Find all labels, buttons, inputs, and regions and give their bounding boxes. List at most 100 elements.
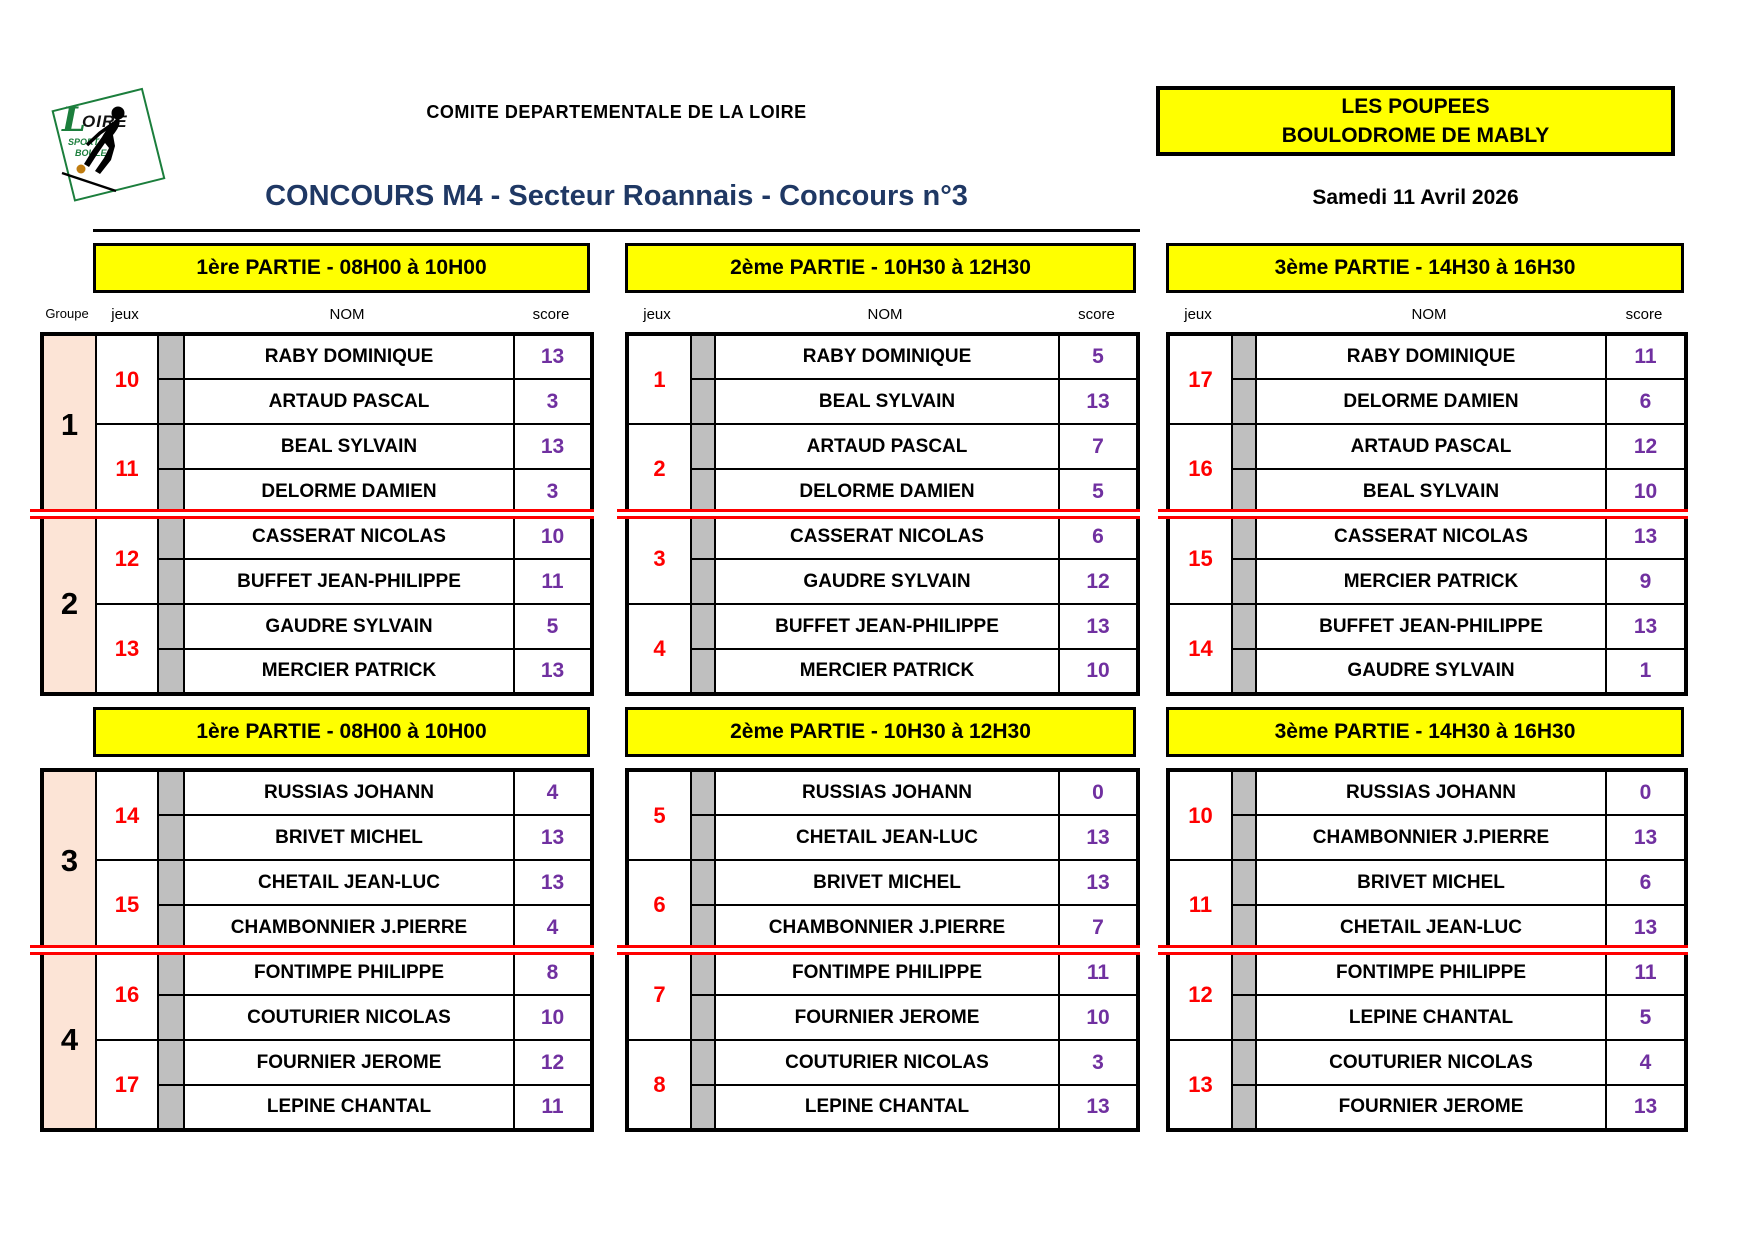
logo-word-sport: SPORT — [68, 137, 100, 147]
venue-line1: LES POUPEES — [1341, 95, 1490, 118]
player-name: BRIVET MICHEL — [714, 859, 1060, 906]
player-score: 13 — [513, 648, 593, 695]
team-color-strip — [157, 949, 185, 996]
player-score: 13 — [1058, 1084, 1139, 1131]
venue-banner: LES POUPEES BOULODROME DE MABLY — [1156, 86, 1675, 156]
game-number: 12 — [1167, 949, 1233, 1041]
logo-tilted-square — [51, 87, 166, 202]
group-separator-line — [30, 945, 594, 955]
player-name: CASSERAT NICOLAS — [1255, 513, 1607, 560]
player-name: FONTIMPE PHILIPPE — [714, 949, 1060, 996]
column-label-nom: NOM — [329, 306, 365, 323]
player-name: FONTIMPE PHILIPPE — [183, 949, 515, 996]
team-color-strip — [1231, 904, 1257, 951]
team-color-strip — [690, 648, 716, 695]
team-color-strip — [157, 333, 185, 380]
player-name: GAUDRE SYLVAIN — [183, 603, 515, 650]
player-name: CHETAIL JEAN-LUC — [714, 814, 1060, 861]
game-number: 14 — [1167, 603, 1233, 695]
player-score: 13 — [1605, 814, 1687, 861]
part-banner: 1ère PARTIE - 08H00 à 10H00 — [93, 243, 590, 293]
player-name: DELORME DAMIEN — [714, 468, 1060, 515]
player-score: 6 — [1605, 859, 1687, 906]
player-name: LEPINE CHANTAL — [1255, 994, 1607, 1041]
team-color-strip — [157, 378, 185, 425]
player-score: 11 — [513, 558, 593, 605]
team-color-strip — [157, 648, 185, 695]
player-score: 10 — [1605, 468, 1687, 515]
player-score: 13 — [1058, 378, 1139, 425]
player-score: 13 — [513, 859, 593, 906]
player-name: MERCIER PATRICK — [714, 648, 1060, 695]
game-number: 15 — [95, 859, 159, 951]
team-color-strip — [157, 814, 185, 861]
game-number: 11 — [95, 423, 159, 515]
game-number: 4 — [626, 603, 692, 695]
player-score: 12 — [1058, 558, 1139, 605]
player-name: ARTAUD PASCAL — [1255, 423, 1607, 470]
game-number: 13 — [1167, 1039, 1233, 1131]
team-color-strip — [690, 558, 716, 605]
team-color-strip — [157, 558, 185, 605]
player-name: DELORME DAMIEN — [183, 468, 515, 515]
title-underline — [93, 229, 1140, 232]
player-score: 11 — [1605, 333, 1687, 380]
game-number: 10 — [95, 333, 159, 425]
player-name: RABY DOMINIQUE — [714, 333, 1060, 380]
player-score: 5 — [1058, 468, 1139, 515]
player-name: FONTIMPE PHILIPPE — [1255, 949, 1607, 996]
venue-line2: BOULODROME DE MABLY — [1281, 124, 1550, 147]
player-name: COUTURIER NICOLAS — [714, 1039, 1060, 1086]
player-name: LEPINE CHANTAL — [714, 1084, 1060, 1131]
player-score: 7 — [1058, 904, 1139, 951]
player-score: 10 — [513, 513, 593, 560]
team-color-strip — [690, 904, 716, 951]
player-name: BUFFET JEAN-PHILIPPE — [714, 603, 1060, 650]
part-banner: 3ème PARTIE - 14H30 à 16H30 — [1166, 707, 1684, 757]
part-banner: 1ère PARTIE - 08H00 à 10H00 — [93, 707, 590, 757]
player-score: 0 — [1605, 769, 1687, 816]
logo-letter-l: L — [61, 100, 86, 140]
player-name: RUSSIAS JOHANN — [1255, 769, 1607, 816]
column-label-jeux: jeux — [1184, 306, 1212, 323]
player-score: 13 — [513, 423, 593, 470]
part-banner: 3ème PARTIE - 14H30 à 16H30 — [1166, 243, 1684, 293]
team-color-strip — [1231, 603, 1257, 650]
player-score: 13 — [1605, 603, 1687, 650]
team-color-strip — [690, 468, 716, 515]
player-score: 13 — [1058, 603, 1139, 650]
player-name: BEAL SYLVAIN — [183, 423, 515, 470]
player-name: ARTAUD PASCAL — [714, 423, 1060, 470]
part-banner: 2ème PARTIE - 10H30 à 12H30 — [625, 707, 1136, 757]
group-number: 4 — [41, 949, 97, 1131]
loire-sport-boules-logo: L OIRE SPORT BOULES — [51, 87, 166, 202]
player-name: BRIVET MICHEL — [1255, 859, 1607, 906]
player-score: 4 — [1605, 1039, 1687, 1086]
player-score: 11 — [1605, 949, 1687, 996]
player-score: 10 — [1058, 648, 1139, 695]
game-number: 15 — [1167, 513, 1233, 605]
player-score: 13 — [513, 333, 593, 380]
team-color-strip — [157, 994, 185, 1041]
team-color-strip — [690, 1039, 716, 1086]
player-score: 8 — [513, 949, 593, 996]
player-name: RABY DOMINIQUE — [183, 333, 515, 380]
player-name: LEPINE CHANTAL — [183, 1084, 515, 1131]
team-color-strip — [1231, 814, 1257, 861]
player-name: GAUDRE SYLVAIN — [714, 558, 1060, 605]
player-name: RABY DOMINIQUE — [1255, 333, 1607, 380]
player-name: GAUDRE SYLVAIN — [1255, 648, 1607, 695]
column-label-score: score — [1625, 306, 1663, 323]
team-color-strip — [157, 603, 185, 650]
player-score: 13 — [1605, 513, 1687, 560]
team-color-strip — [690, 333, 716, 380]
player-name: BUFFET JEAN-PHILIPPE — [183, 558, 515, 605]
player-score: 11 — [1058, 949, 1139, 996]
player-name: ARTAUD PASCAL — [183, 378, 515, 425]
team-color-strip — [1231, 949, 1257, 996]
player-name: CHETAIL JEAN-LUC — [183, 859, 515, 906]
player-name: CHAMBONNIER J.PIERRE — [714, 904, 1060, 951]
game-number: 10 — [1167, 769, 1233, 861]
team-color-strip — [1231, 378, 1257, 425]
player-score: 11 — [513, 1084, 593, 1131]
